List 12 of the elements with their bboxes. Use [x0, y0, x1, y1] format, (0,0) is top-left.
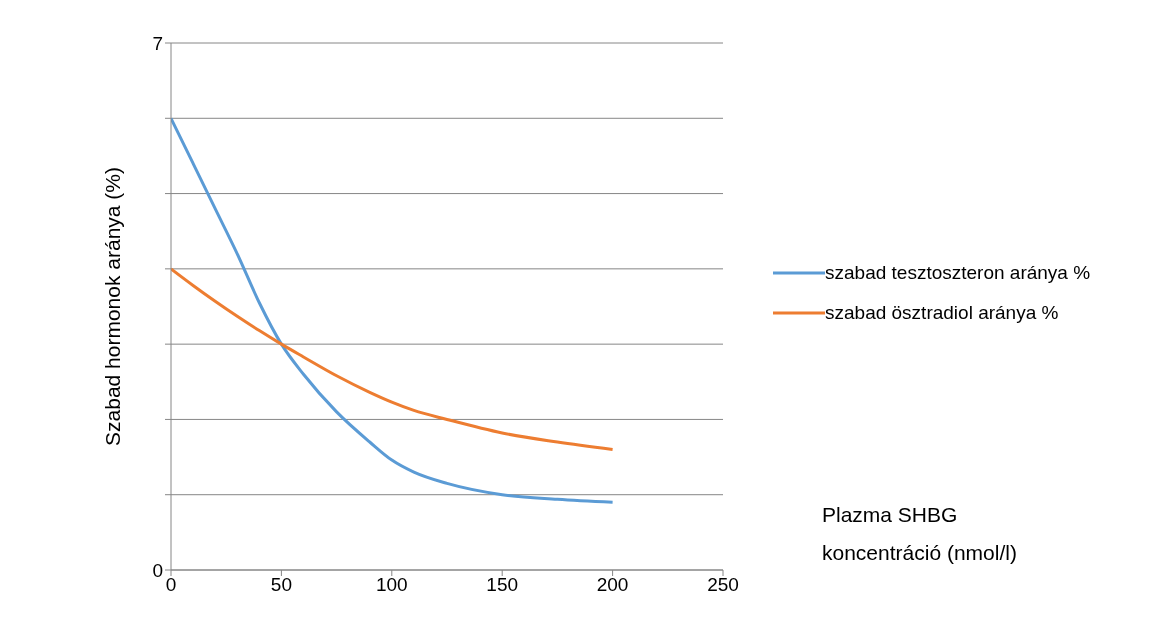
- y-axis-title: Szabad hormonok aránya (%): [101, 167, 125, 446]
- x-tick-label: 250: [707, 574, 739, 596]
- legend-label: szabad tesztoszteron aránya %: [825, 261, 1091, 285]
- x-tick-label: 100: [375, 574, 408, 596]
- text: Plazma SHBG koncentráció (nmol/l): [822, 502, 1018, 566]
- line-series: [171, 267, 615, 452]
- line-series: [171, 116, 615, 504]
- y-tick-label: 7: [152, 32, 163, 54]
- x-tick-label: 50: [270, 574, 292, 596]
- legend-label: szabad ösztradiol aránya %: [825, 301, 1059, 325]
- x-tick-label: 150: [486, 574, 519, 596]
- x-tick-label: 200: [596, 574, 629, 596]
